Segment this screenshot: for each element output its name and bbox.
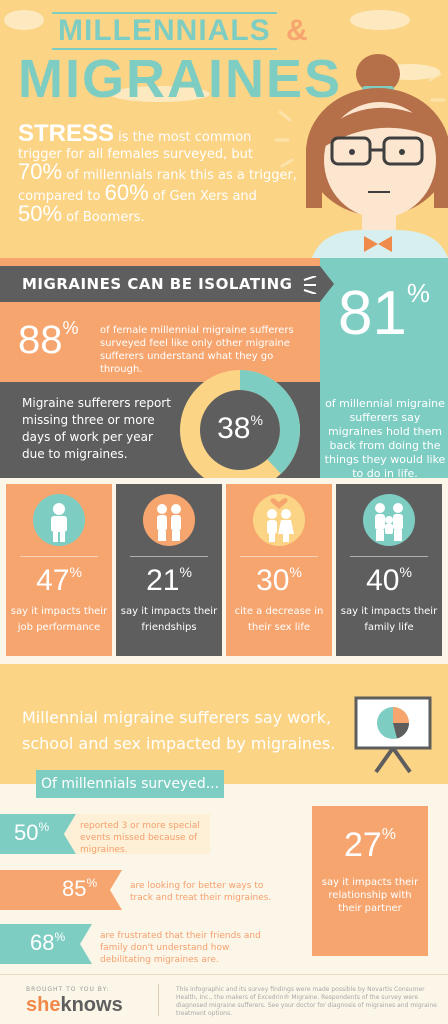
stat-88-value: 88% [18, 318, 79, 362]
row-50-text: reported 3 or more special events missed… [80, 821, 200, 855]
stat-88-text: of female millennial migraine sufferers … [100, 325, 294, 375]
impact-family-value: 40% [366, 564, 412, 597]
pct-boomers: 50% [18, 201, 63, 226]
donut-38-arc [180, 370, 300, 490]
row-50-value: 50% [14, 820, 50, 845]
stress-text: STRESS is the most common trigger for al… [18, 120, 297, 226]
rows-ribbons [0, 814, 210, 964]
friends-icon [143, 494, 195, 546]
presentation-board-icon [354, 696, 432, 774]
pct-millennials: 70% [18, 159, 63, 184]
row-85-text: are looking for better ways to track and… [130, 881, 272, 903]
pct-genx: 60% [104, 180, 149, 205]
impact-sexlife-card: 30% cite a decrease in their sex life [226, 484, 332, 656]
impact-job-label: say it impacts their job performance [10, 606, 108, 633]
row-85-value: 85% [62, 876, 98, 901]
sheknows-logo[interactable]: sheknows [26, 994, 123, 1016]
impact-friendships-label: say it impacts their friendships [120, 606, 218, 633]
missed-work-text: Migraine sufferers report missing three … [22, 396, 171, 461]
title-millennials: MILLENNIALS & [52, 12, 309, 50]
row-68-text: are frustrated that their friends and fa… [100, 931, 261, 965]
brought-to-you-label: BROUGHT TO YOU BY: [26, 986, 110, 993]
stress-section [0, 0, 448, 258]
impact-sexlife-label: cite a decrease in their sex life [234, 606, 324, 633]
stat-81-panel [320, 258, 448, 478]
stat-38-value: 38% [217, 412, 263, 445]
impact-friendships-value: 21% [146, 564, 192, 597]
stress-lead: STRESS [18, 120, 115, 147]
businessman-icon [33, 494, 85, 546]
title-migraines: MIGRAINES [18, 49, 343, 109]
row-68-value: 68% [30, 930, 66, 955]
impact-sexlife-value: 30% [256, 564, 302, 597]
impact-job-card: 47% say it impacts their job performance [6, 484, 112, 656]
family-icon [363, 494, 415, 546]
isolating-banner: MIGRAINES CAN BE ISOLATING [0, 266, 320, 302]
banner-arrow [320, 266, 334, 302]
work-school-headline: Millennial migraine sufferers say work, … [22, 708, 336, 753]
lines-icon [303, 274, 317, 295]
footer [0, 974, 448, 1024]
stat-27-value: 27% [343, 826, 397, 864]
stat-81-value: 81% [337, 278, 431, 348]
impact-family-label: say it impacts their family life [340, 606, 438, 633]
impact-family-card: 40% say it impacts their family life [336, 484, 442, 656]
woman-with-glasses-illustration [306, 54, 448, 258]
stat-27-panel [312, 806, 428, 956]
footer-divider [158, 984, 159, 1016]
impact-job-value: 47% [36, 564, 82, 597]
impact-friendships-card: 21% say it impacts their friendships [116, 484, 222, 656]
stat-27-text: say it impacts their relationship with t… [321, 877, 419, 914]
footer-fine-print: This infographic and its survey findings… [176, 986, 437, 1017]
stat-81-text: of millennial migraine sufferers say mig… [324, 397, 446, 480]
surveyed-banner: Of millennials surveyed... [36, 770, 224, 798]
couple-heart-icon [253, 494, 305, 546]
